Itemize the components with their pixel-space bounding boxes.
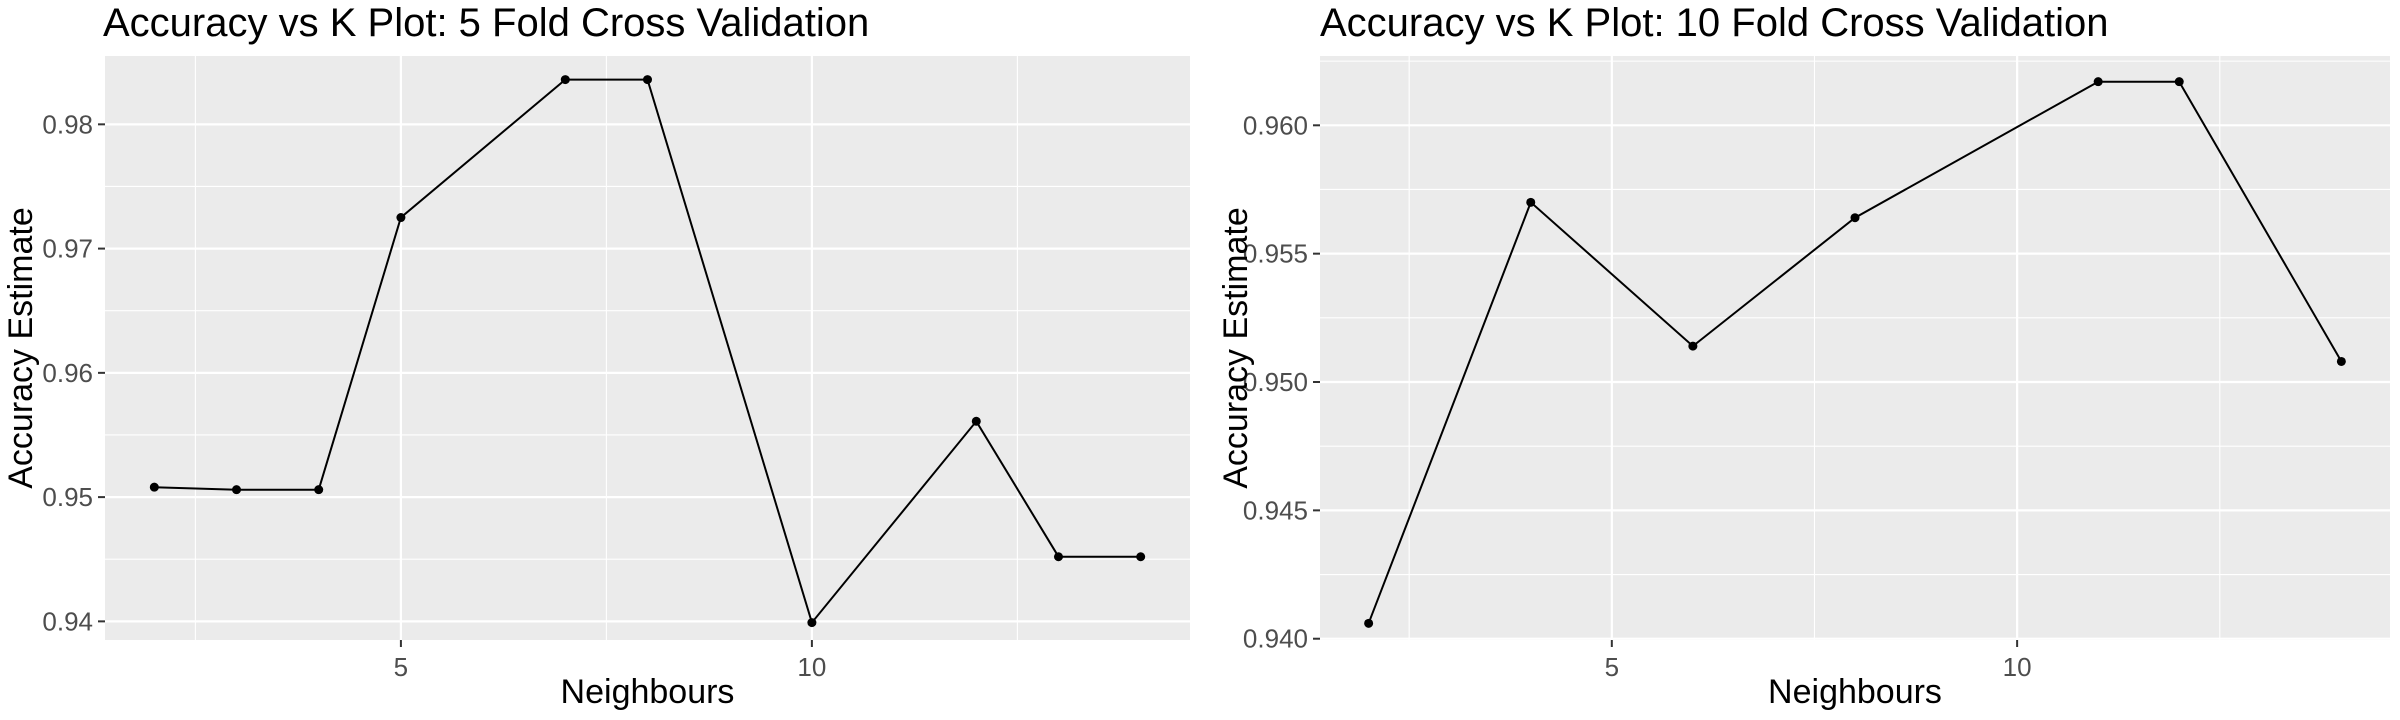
y-tick-label: 0.960 <box>1243 110 1308 140</box>
y-axis-title: Accuracy Estimate <box>2 207 40 489</box>
series-line <box>154 78 1141 625</box>
y-tick-label: 0.95 <box>42 482 93 512</box>
chart-title: Accuracy vs K Plot: 10 Fold Cross Valida… <box>1320 1 2108 45</box>
data-point <box>971 416 981 426</box>
chart-panel-1: 0.94 0.95 0.96 0.97 0.98 5 10 Accuracy vs K Plo… <box>2 1 1190 711</box>
plot-panel-background <box>105 56 1190 640</box>
data-point <box>314 485 324 495</box>
x-tick-label: 5 <box>1605 652 1619 682</box>
data-point <box>1136 552 1146 562</box>
data-point <box>149 482 159 492</box>
data-point <box>560 75 570 85</box>
x-tick-label: 5 <box>394 652 408 682</box>
x-tick-label: 10 <box>797 652 826 682</box>
data-point <box>1526 197 1536 207</box>
y-tick-label: 0.96 <box>42 358 93 388</box>
data-point <box>1688 341 1698 351</box>
data-point <box>1364 618 1374 628</box>
data-point <box>232 485 242 495</box>
x-tick-label: 10 <box>2003 652 2032 682</box>
data-point <box>643 75 652 85</box>
y-tick-label: 0.94 <box>42 606 93 636</box>
data-point <box>807 618 817 628</box>
y-tick-label: 0.955 <box>1243 239 1308 269</box>
chart-panel-2: 0.940 0.945 0.950 0.955 0.960 5 10 Accuracy vs … <box>1217 1 2390 711</box>
y-tick-label: 0.98 <box>42 109 93 139</box>
plot-panel-background <box>1320 56 2390 640</box>
data-point <box>2174 77 2184 87</box>
chart-title: Accuracy vs K Plot: 5 Fold Cross Validat… <box>103 1 869 45</box>
y-axis-title: Accuracy Estimate <box>1217 207 1255 489</box>
y-tick-label: 0.97 <box>42 234 93 264</box>
data-point <box>2093 77 2103 87</box>
y-tick-label: 0.940 <box>1243 624 1308 654</box>
data-point <box>2336 356 2346 366</box>
y-tick-label: 0.945 <box>1243 495 1308 525</box>
data-point <box>1053 552 1063 562</box>
data-point <box>396 213 406 223</box>
data-point <box>1850 213 1860 223</box>
x-axis-title: Neighbours <box>1768 673 1942 711</box>
x-axis-title: Neighbours <box>561 673 735 711</box>
y-tick-label: 0.950 <box>1243 367 1308 397</box>
